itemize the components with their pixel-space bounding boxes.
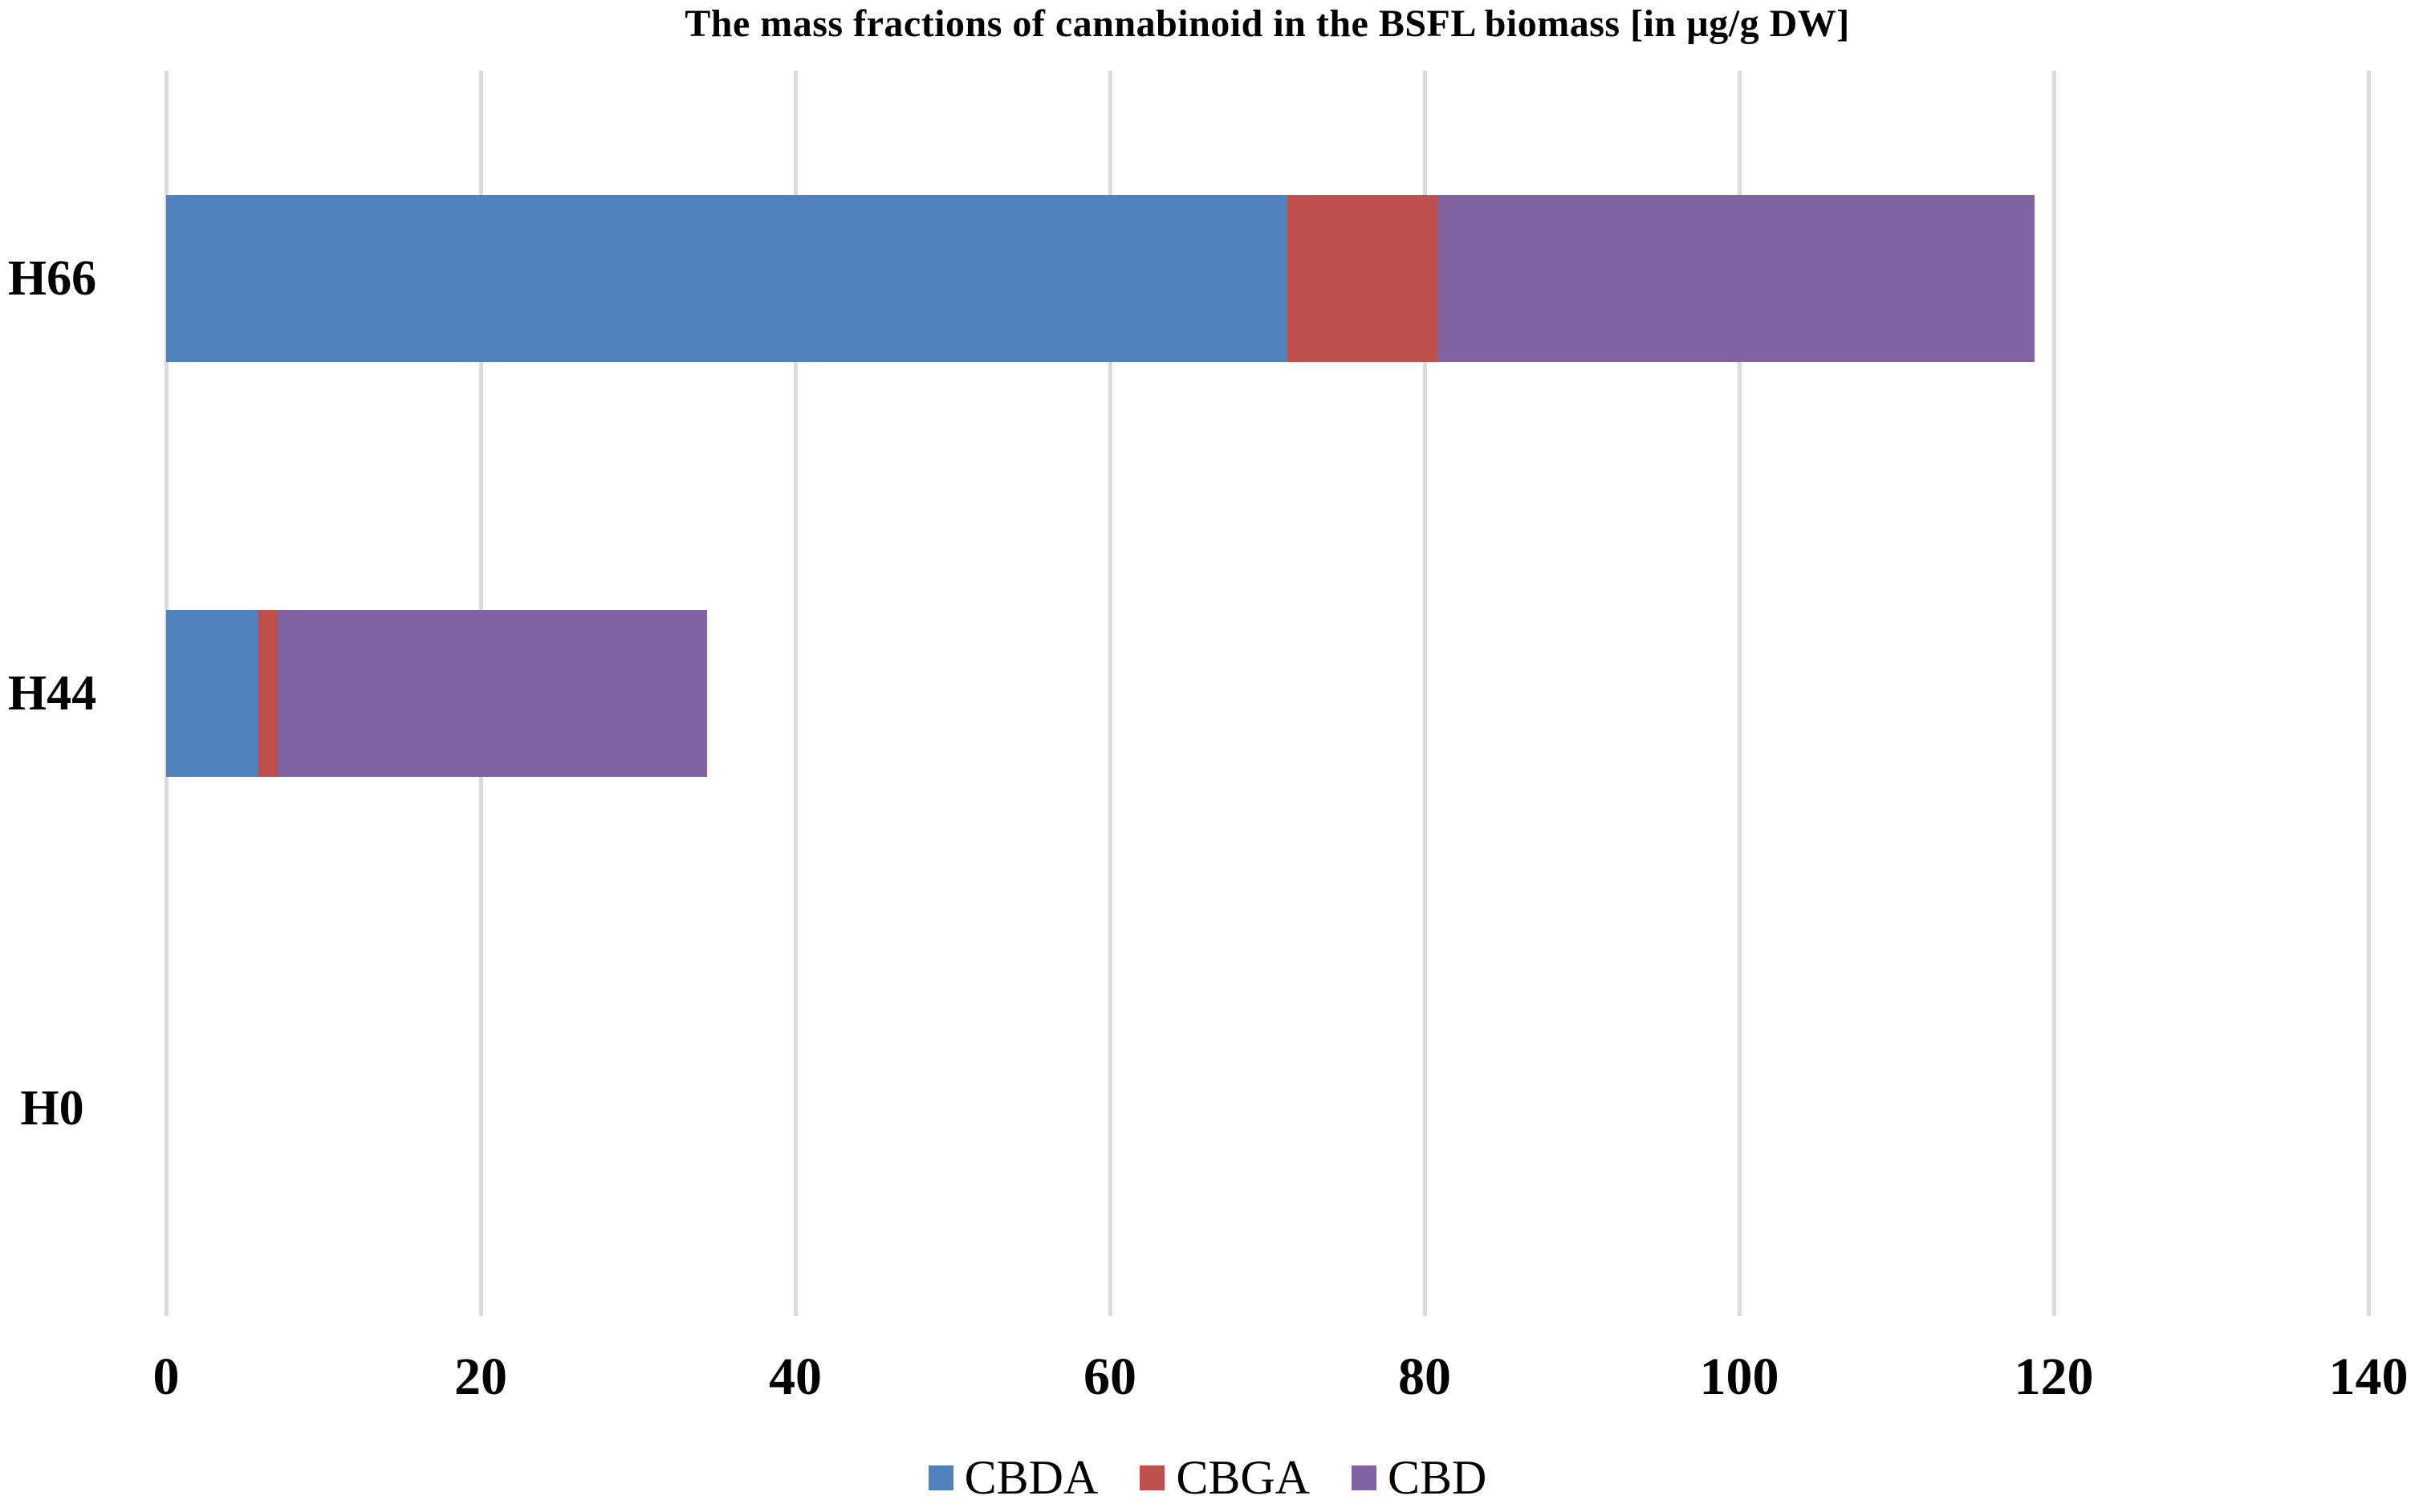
legend-label-cbga: CBGA [1176, 1451, 1311, 1504]
legend-label-cbda: CBDA [964, 1451, 1099, 1504]
bar-segment-cbd-h44 [278, 610, 708, 777]
bar-segment-cbda-h44 [166, 610, 258, 777]
bar-segment-cbd-h66 [1437, 194, 2035, 362]
gridline-x-40 [793, 71, 798, 1316]
category-label-h44: H44 [7, 666, 97, 721]
legend-swatch-cbga [1140, 1465, 1165, 1490]
bar-segment-cbda-h66 [166, 194, 1288, 362]
x-tick-label-80: 80 [1398, 1347, 1451, 1406]
x-tick-label-120: 120 [2014, 1347, 2094, 1406]
legend: CBDA CBGA CBD [0, 1449, 2415, 1506]
category-label-h0: H0 [20, 1081, 84, 1136]
legend-swatch-cbda [928, 1465, 953, 1490]
legend-item-cbd: CBD [1352, 1449, 1486, 1506]
x-tick-label-100: 100 [1699, 1347, 1779, 1406]
legend-item-cbda: CBDA [928, 1449, 1099, 1506]
x-tick-label-0: 0 [152, 1347, 180, 1406]
chart-title: The mass fractions of cannabinoid in the… [685, 2, 1850, 45]
gridline-x-80 [1422, 71, 1427, 1316]
x-tick-label-140: 140 [2328, 1347, 2409, 1406]
legend-item-cbga: CBGA [1140, 1449, 1310, 1506]
gridline-x-100 [1737, 71, 1742, 1316]
legend-label-cbd: CBD [1388, 1451, 1487, 1504]
legend-swatch-cbd [1352, 1465, 1377, 1490]
category-label-h66: H66 [7, 250, 97, 306]
gridline-x-60 [1108, 71, 1112, 1316]
gridline-x-140 [2366, 71, 2371, 1316]
bar-segment-cbga-h66 [1287, 194, 1437, 362]
x-tick-label-20: 20 [454, 1347, 507, 1406]
bar-segment-cbga-h44 [257, 610, 278, 777]
x-tick-label-60: 60 [1083, 1347, 1136, 1406]
x-tick-label-40: 40 [769, 1347, 822, 1406]
gridline-x-120 [2051, 71, 2056, 1316]
